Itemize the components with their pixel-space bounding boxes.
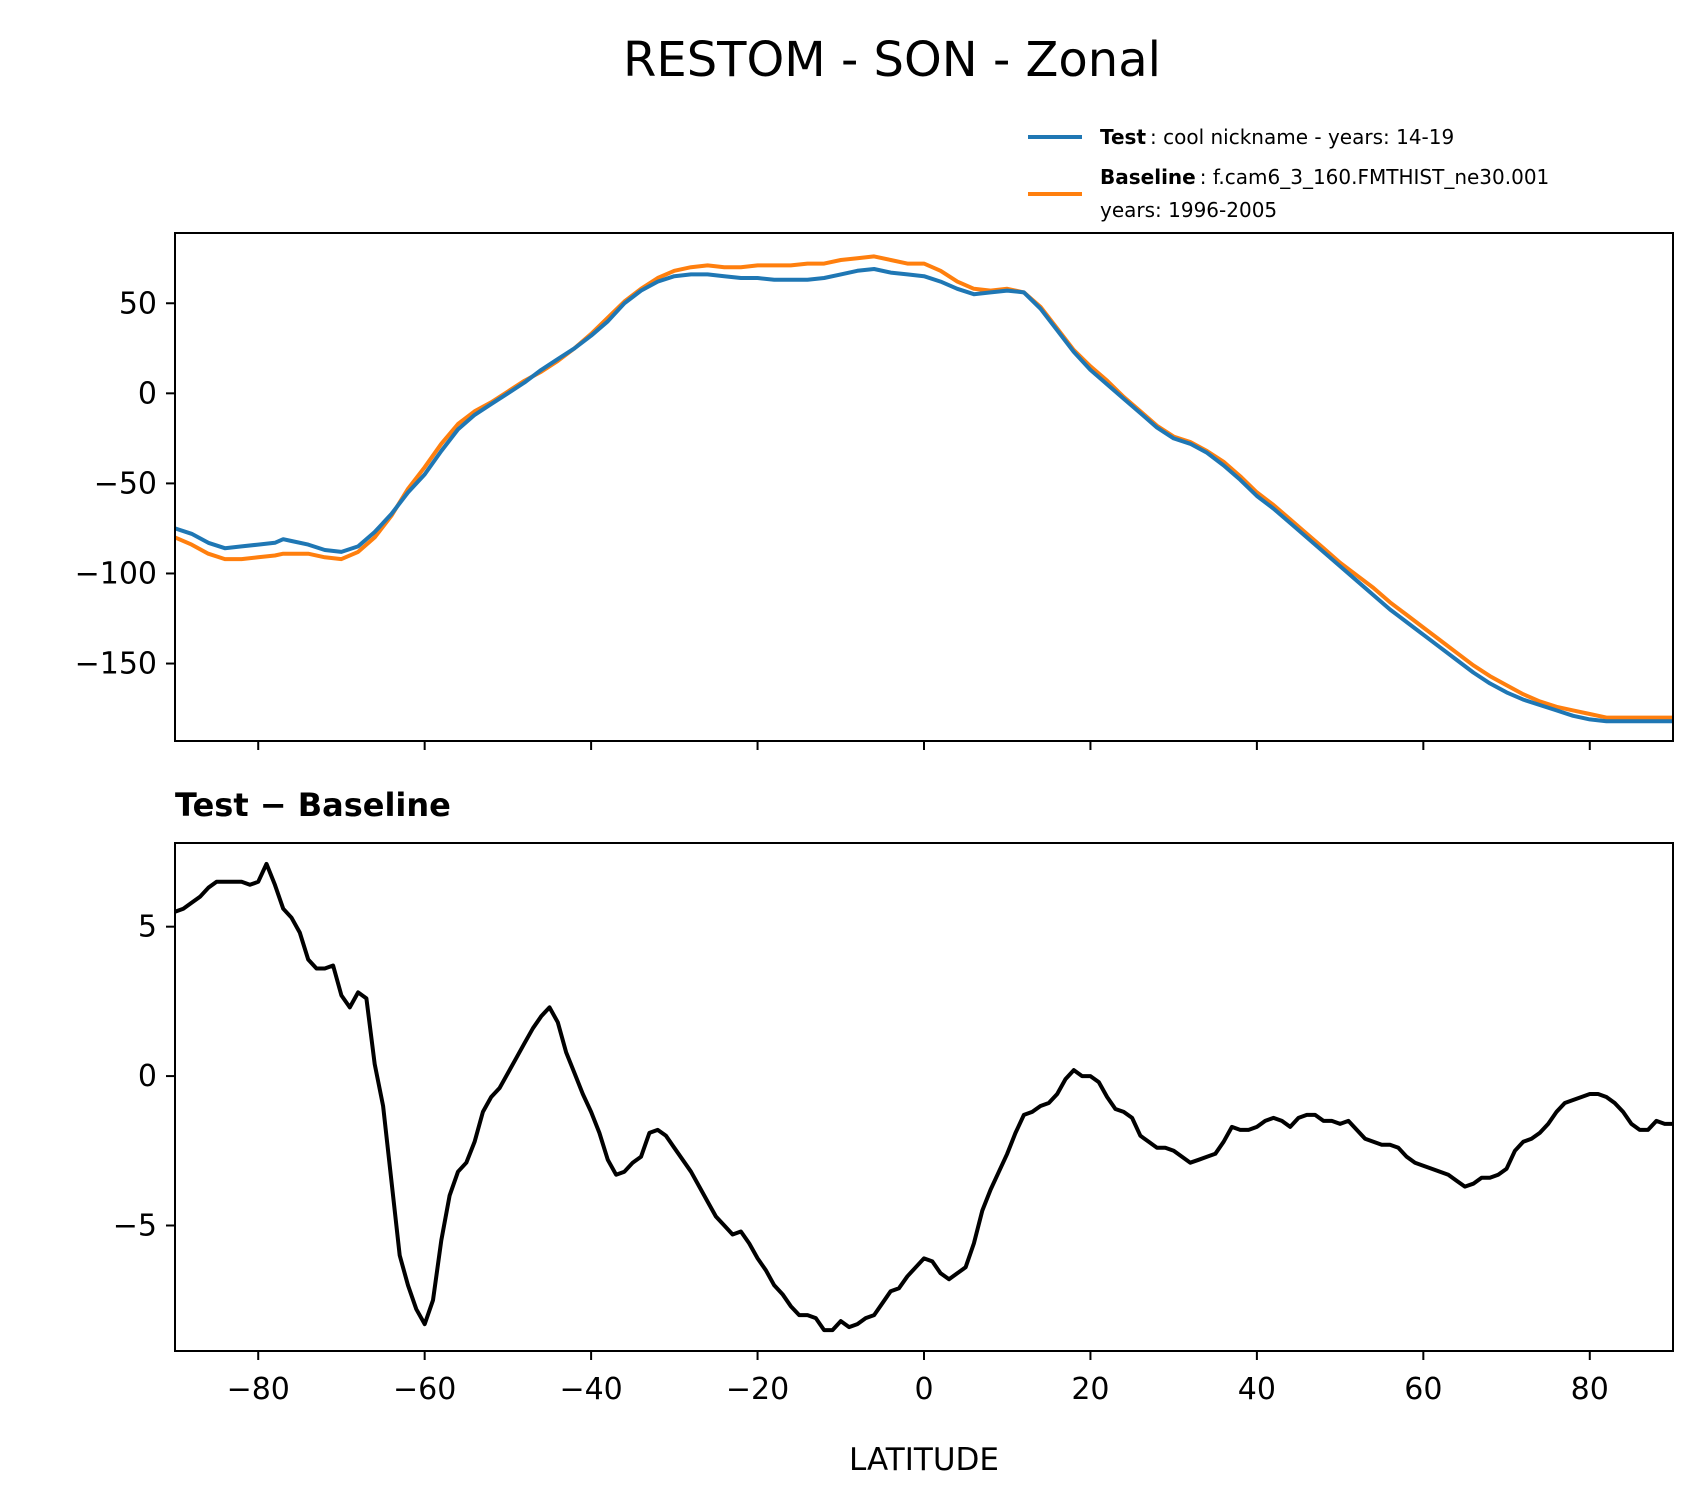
y-tick-label: −100 (75, 556, 157, 591)
series-line-test (174, 267, 1673, 724)
legend-baseline-name: Baseline (1100, 165, 1196, 189)
y-tick-label: −5 (113, 1208, 157, 1243)
x-tick-label: −60 (393, 1372, 456, 1407)
x-tick-label: 0 (914, 1372, 933, 1407)
x-tick-label: −40 (559, 1372, 622, 1407)
bottom-panel-title: Test − Baseline (175, 786, 451, 824)
y-tick-label: −50 (94, 466, 157, 501)
legend: Test: cool nickname - years: 14-19 Basel… (1028, 125, 1549, 222)
series-line-baseline (174, 254, 1673, 720)
y-tick-label: 0 (138, 1059, 157, 1094)
bottom-panel: 5 0 −5 −80 −60 −40 −20 0 20 40 60 80 (113, 842, 1674, 1407)
y-tick-label: 0 (138, 376, 157, 411)
legend-test-name: Test (1100, 125, 1146, 149)
x-tick-label: −20 (726, 1372, 789, 1407)
series-line-difference (174, 861, 1673, 1333)
top-panel-ticks: 50 0 −50 −100 −150 (75, 286, 1591, 750)
x-tick-label: 80 (1571, 1372, 1609, 1407)
x-tick-label: 60 (1404, 1372, 1442, 1407)
y-tick-label: 50 (119, 286, 157, 321)
bottom-panel-frame (174, 842, 1674, 1352)
legend-test-label: Test: cool nickname - years: 14-19 (1100, 125, 1454, 149)
x-tick-label: 20 (1071, 1372, 1109, 1407)
bottom-panel-ticks: 5 0 −5 −80 −60 −40 −20 0 20 40 60 80 (113, 910, 1609, 1407)
y-tick-label: 5 (138, 910, 157, 945)
x-axis-label: LATITUDE (849, 1442, 999, 1478)
y-tick-label: −150 (75, 647, 157, 682)
x-tick-label: 40 (1238, 1372, 1276, 1407)
legend-test-desc: : cool nickname - years: 14-19 (1150, 125, 1454, 149)
top-panel: 50 0 −50 −100 −150 (75, 232, 1674, 750)
legend-baseline-years: years: 1996-2005 (1100, 198, 1277, 222)
top-panel-frame (174, 232, 1674, 742)
legend-baseline-label: Baseline: f.cam6_3_160.FMTHIST_ne30.001 (1100, 165, 1549, 189)
chart-title: RESTOM - SON - Zonal (623, 32, 1161, 88)
x-tick-label: −80 (227, 1372, 290, 1407)
legend-baseline-desc: : f.cam6_3_160.FMTHIST_ne30.001 (1200, 165, 1550, 189)
